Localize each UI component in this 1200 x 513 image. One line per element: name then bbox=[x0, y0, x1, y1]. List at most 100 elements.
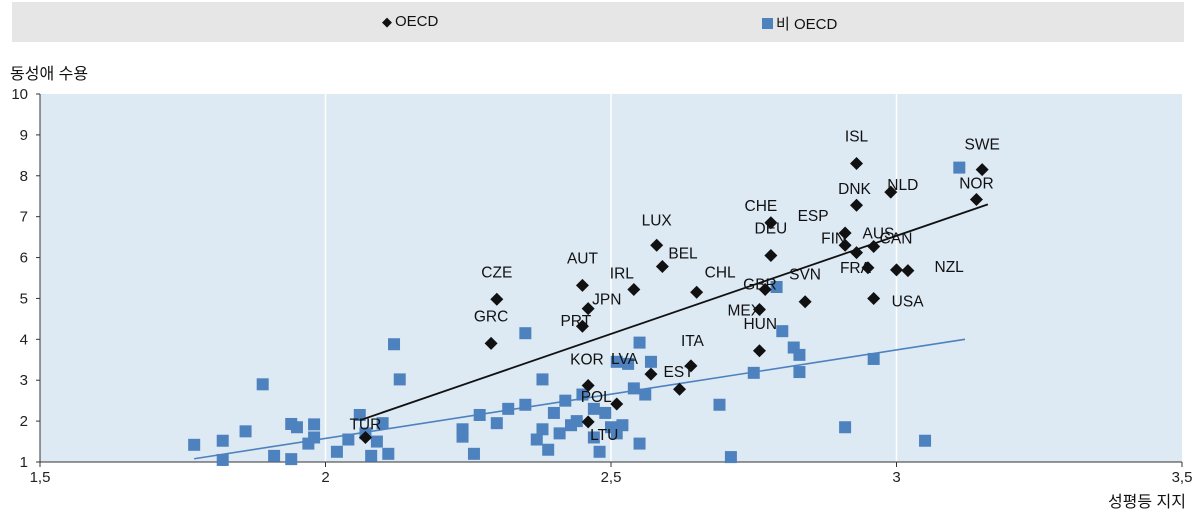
non-oecd-point bbox=[542, 443, 555, 456]
oecd-point bbox=[650, 238, 664, 252]
non-oecd-point bbox=[644, 355, 657, 368]
non-oecd-point bbox=[919, 434, 932, 447]
non-oecd-point bbox=[622, 357, 635, 370]
oecd-point bbox=[764, 249, 778, 263]
non-oecd-point bbox=[776, 325, 789, 338]
oecd-point bbox=[867, 240, 881, 254]
oecd-point bbox=[484, 336, 498, 350]
country-label: FIN bbox=[821, 230, 846, 247]
non-oecd-point bbox=[610, 355, 623, 368]
oecd-point bbox=[890, 263, 903, 277]
diamond-icon: ◆ bbox=[382, 13, 392, 29]
oecd-point bbox=[684, 359, 698, 373]
oecd-trendline bbox=[359, 203, 989, 422]
non-oecd-point bbox=[216, 434, 229, 447]
country-label: GRC bbox=[474, 308, 508, 325]
country-label: CHE bbox=[745, 198, 778, 215]
country-label: CAN bbox=[880, 231, 913, 248]
non-oecd-point bbox=[519, 398, 532, 411]
oecd-point bbox=[975, 163, 989, 177]
legend-label-non-oecd: 비 OECD bbox=[776, 16, 838, 33]
oecd-point bbox=[758, 282, 772, 296]
oecd-point bbox=[798, 295, 812, 309]
x-tick-label: 2,5 bbox=[601, 469, 622, 486]
oecd-point bbox=[673, 382, 687, 396]
country-label: KOR bbox=[570, 352, 604, 369]
oecd-point bbox=[838, 238, 852, 252]
country-label: CHL bbox=[705, 264, 736, 281]
legend: ◆ OECD 비 OECD bbox=[12, 2, 1184, 42]
non-oecd-point bbox=[256, 378, 269, 391]
oecd-point bbox=[838, 226, 852, 240]
country-label: NLD bbox=[887, 177, 918, 194]
y-tick-label: 10 bbox=[11, 86, 28, 103]
country-label: FRA bbox=[840, 260, 872, 277]
non-oecd-point bbox=[290, 421, 303, 434]
non-oecd-point bbox=[536, 373, 549, 386]
country-label: JPN bbox=[592, 292, 621, 309]
x-tick-label: 3 bbox=[892, 469, 900, 486]
country-label: IRL bbox=[610, 265, 635, 282]
non-oecd-point bbox=[353, 408, 366, 421]
non-oecd-point bbox=[365, 449, 378, 462]
oecd-point bbox=[850, 157, 864, 171]
oecd-point bbox=[581, 379, 595, 393]
non-oecd-point bbox=[599, 406, 612, 419]
y-tick-label: 7 bbox=[20, 209, 28, 226]
non-oecd-point bbox=[216, 453, 229, 466]
oecd-point bbox=[850, 246, 864, 260]
oecd-point bbox=[627, 282, 641, 296]
oecd-point bbox=[752, 344, 766, 358]
non-oecd-point bbox=[188, 438, 201, 451]
country-label: SWE bbox=[964, 137, 999, 154]
non-oecd-point bbox=[627, 382, 640, 395]
non-oecd-point bbox=[793, 348, 806, 361]
non-oecd-point bbox=[239, 425, 252, 438]
oecd-point bbox=[861, 261, 875, 275]
country-label: TUR bbox=[349, 416, 381, 433]
non-oecd-point bbox=[330, 445, 343, 458]
country-label: AUT bbox=[567, 250, 599, 267]
country-label: LTU bbox=[590, 427, 618, 444]
country-label: ITA bbox=[681, 333, 705, 350]
y-tick-label: 8 bbox=[20, 168, 28, 185]
non-oecd-point bbox=[953, 161, 966, 174]
country-label: NOR bbox=[959, 175, 993, 192]
y-tick-label: 5 bbox=[20, 290, 28, 307]
non-oecd-point bbox=[456, 430, 469, 443]
y-tick-label: 9 bbox=[20, 127, 28, 144]
y-tick-label: 3 bbox=[20, 372, 28, 389]
country-label: MEX bbox=[727, 302, 761, 319]
non-oecd-trendline bbox=[194, 338, 966, 460]
oecd-point bbox=[884, 185, 898, 199]
oecd-point bbox=[644, 367, 658, 381]
non-oecd-point bbox=[376, 417, 389, 430]
non-oecd-point bbox=[490, 417, 503, 430]
non-oecd-point bbox=[867, 352, 880, 365]
country-label: USA bbox=[892, 293, 925, 310]
non-oecd-point bbox=[570, 415, 583, 428]
legend-label-oecd: OECD bbox=[395, 13, 439, 30]
non-oecd-point bbox=[268, 449, 281, 462]
non-oecd-point bbox=[285, 453, 298, 466]
oecd-point bbox=[610, 397, 624, 411]
oecd-point bbox=[581, 302, 595, 316]
country-label: AUS bbox=[863, 226, 895, 243]
country-label: POL bbox=[581, 389, 612, 406]
country-label: DNK bbox=[838, 181, 871, 198]
non-oecd-point bbox=[770, 280, 783, 293]
oecd-point bbox=[575, 278, 589, 292]
non-oecd-point bbox=[308, 431, 321, 444]
non-oecd-point bbox=[713, 398, 726, 411]
non-oecd-point bbox=[547, 406, 560, 419]
x-tick-label: 3,5 bbox=[1172, 469, 1193, 486]
country-label: ISL bbox=[845, 129, 869, 146]
non-oecd-point bbox=[530, 433, 543, 446]
oecd-point bbox=[358, 430, 372, 444]
y-tick-label: 2 bbox=[20, 413, 28, 430]
square-icon bbox=[762, 18, 773, 29]
oecd-point bbox=[752, 302, 766, 316]
country-label: CZE bbox=[481, 264, 512, 281]
y-tick-label: 6 bbox=[20, 250, 28, 267]
